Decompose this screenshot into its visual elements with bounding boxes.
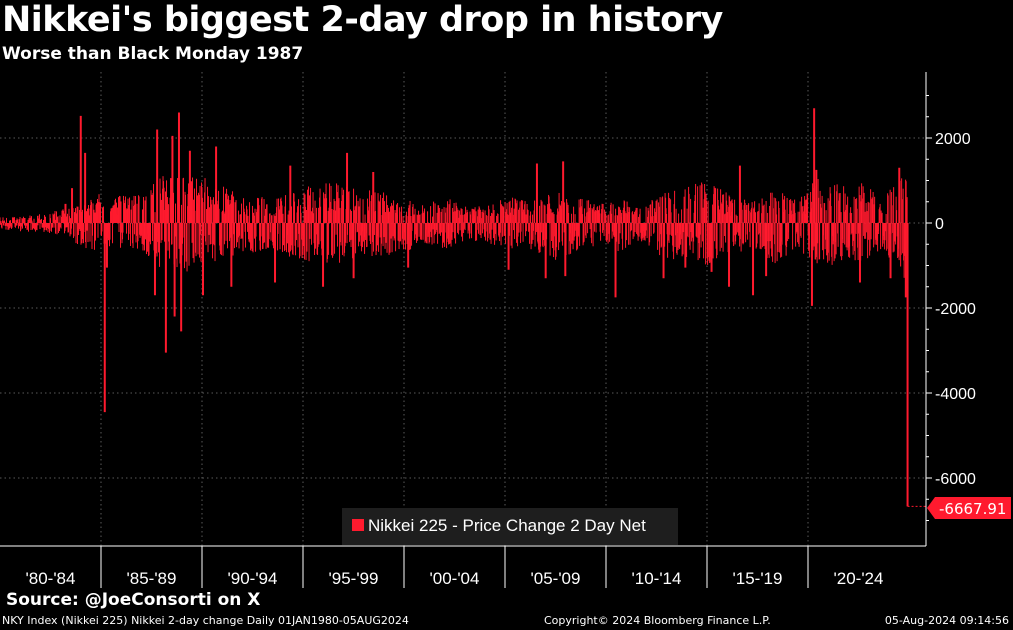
index-info: NKY Index (Nikkei 225) Nikkei 2-day chan… [2,614,409,627]
copyright: Copyright© 2024 Bloomberg Finance L.P. [544,614,771,627]
x-tick-label: '85-'89 [127,569,177,588]
y-tick-label: -2000 [935,301,976,318]
last-value-tag [927,497,1011,519]
source-credit: Source: @JoeConsorti on X [6,590,261,610]
x-tick-label: '90-'94 [228,569,278,588]
nikkei-chart: 2000 0 -2000 -4000 -6000 '80-'84 '85-'89 '90-'9… [0,72,1011,588]
chart-title: Nikkei's biggest 2-day drop in history [2,0,723,40]
y-tick-label: -4000 [935,386,976,403]
chart-subtitle: Worse than Black Monday 1987 [2,44,304,64]
x-tick-label: '10-'14 [632,569,682,588]
x-tick-label: '95-'99 [329,569,379,588]
bars-layer [0,108,927,507]
last-value-callout: -6667.91 [927,497,1011,519]
x-tick-label: '00-'04 [430,569,480,588]
y-tick-label: -6000 [935,471,976,488]
x-tick-label: '80-'84 [26,569,76,588]
legend-label: Nikkei 225 - Price Change 2 Day Net [368,516,646,535]
x-tick-label: '05-'09 [531,569,581,588]
legend-background [342,508,678,545]
last-value-label: -6667.91 [939,500,1006,518]
legend-swatch [352,519,364,531]
axis-layer: 2000 0 -2000 -4000 -6000 '80-'84 '85-'89 '90-'9… [0,72,976,588]
grid-layer [0,72,926,546]
timestamp: 05-Aug-2024 09:14:56 [884,614,1009,627]
y-tick-label: 0 [935,216,944,233]
legend: Nikkei 225 - Price Change 2 Day Net [342,508,678,545]
x-tick-label: '15-'19 [733,569,783,588]
x-tick-label: '20-'24 [834,569,884,588]
y-tick-label: 2000 [935,131,971,148]
